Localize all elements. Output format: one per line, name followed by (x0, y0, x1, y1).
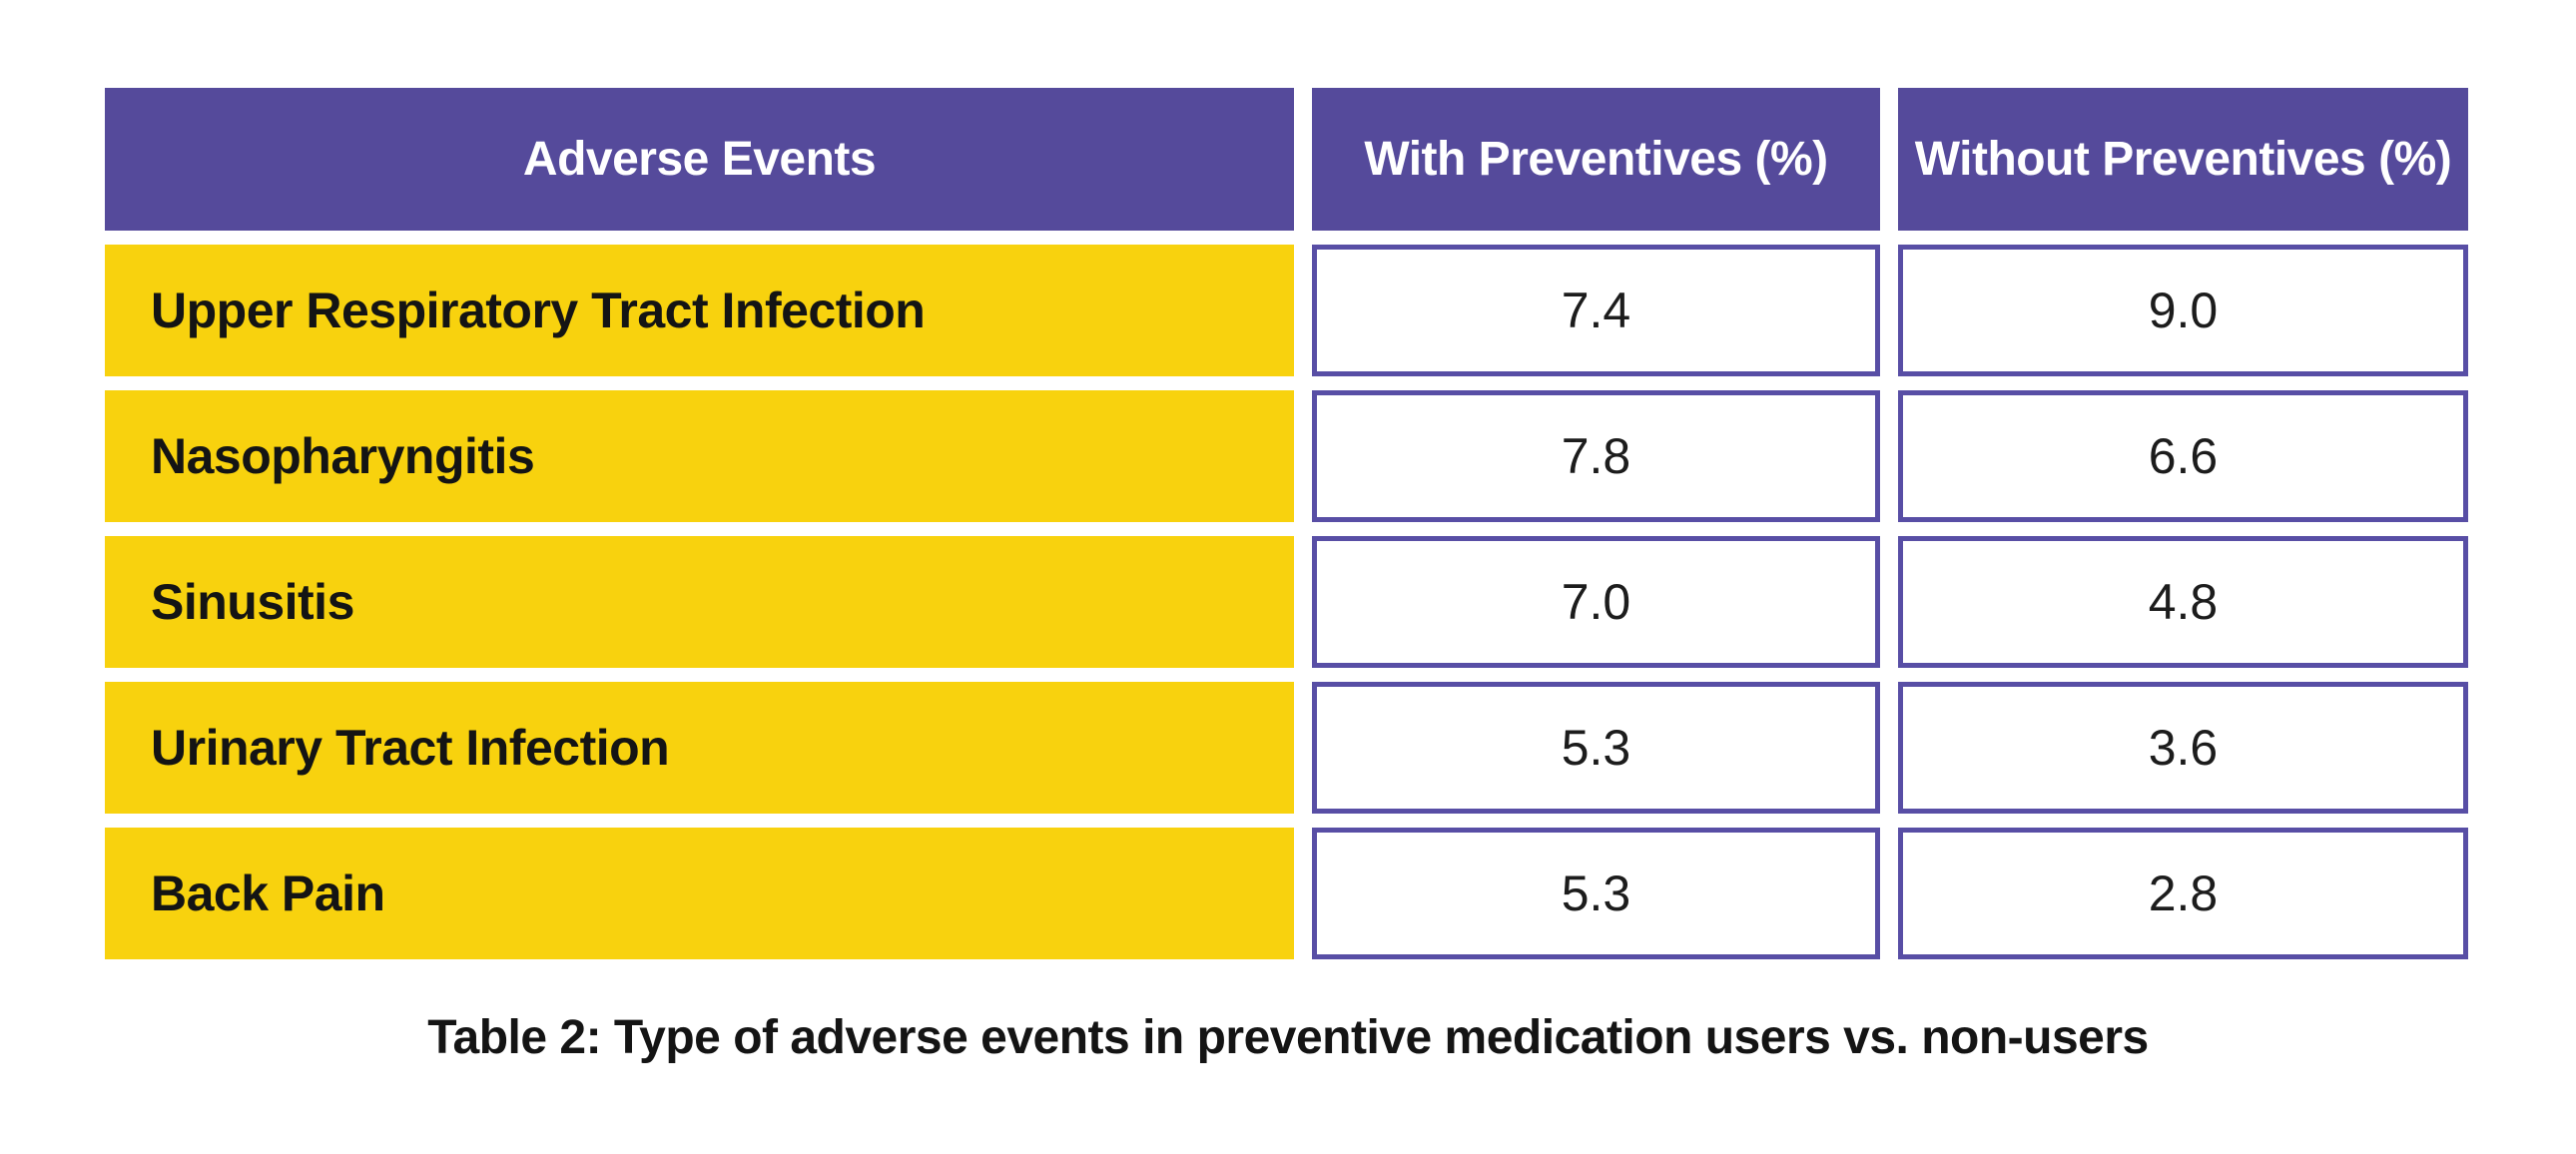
row-label-urinary-tract-infection: Urinary Tract Infection (105, 682, 1294, 814)
value-with-preventives-row-2: 7.8 (1312, 390, 1880, 522)
column-header-adverse-events: Adverse Events (105, 88, 1294, 231)
table-caption: Table 2: Type of adverse events in preve… (427, 1011, 2149, 1064)
column-header-without-preventives: Without Preventives (%) (1898, 88, 2468, 231)
value-without-preventives-row-4: 3.6 (1898, 682, 2468, 814)
row-label-upper-respiratory-tract-infection: Upper Respiratory Tract Infection (105, 245, 1294, 376)
value-without-preventives-row-3: 4.8 (1898, 536, 2468, 668)
value-with-preventives-row-1: 7.4 (1312, 245, 1880, 376)
adverse-events-table: Adverse Events With Preventives (%) With… (105, 88, 2468, 959)
column-header-with-preventives: With Preventives (%) (1312, 88, 1880, 231)
row-label-sinusitis: Sinusitis (105, 536, 1294, 668)
row-label-back-pain: Back Pain (105, 828, 1294, 959)
value-without-preventives-row-1: 9.0 (1898, 245, 2468, 376)
value-without-preventives-row-5: 2.8 (1898, 828, 2468, 959)
value-with-preventives-row-3: 7.0 (1312, 536, 1880, 668)
value-without-preventives-row-2: 6.6 (1898, 390, 2468, 522)
value-with-preventives-row-4: 5.3 (1312, 682, 1880, 814)
row-label-nasopharyngitis: Nasopharyngitis (105, 390, 1294, 522)
value-with-preventives-row-5: 5.3 (1312, 828, 1880, 959)
